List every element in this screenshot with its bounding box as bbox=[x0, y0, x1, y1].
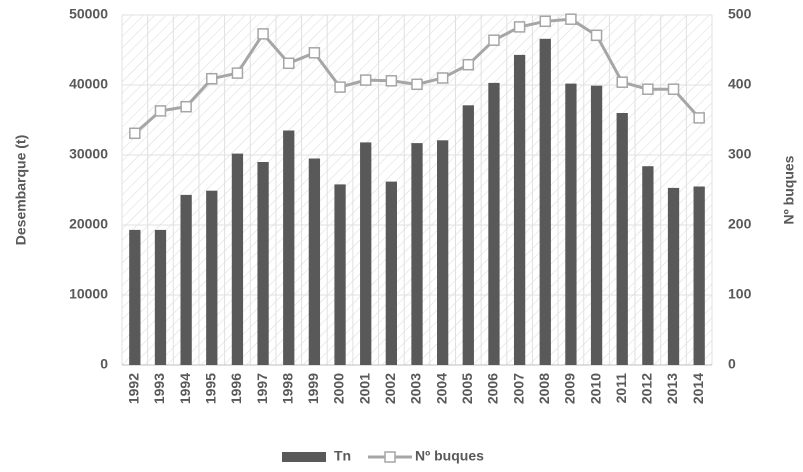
bar bbox=[154, 229, 167, 365]
x-tick-label: 1993 bbox=[151, 373, 167, 404]
line-marker bbox=[308, 47, 321, 59]
bar bbox=[283, 130, 295, 365]
y-tick-label: 50000 bbox=[69, 6, 108, 22]
line-marker bbox=[462, 58, 475, 71]
x-tick-label: 1994 bbox=[177, 373, 193, 404]
line-marker bbox=[488, 34, 500, 46]
x-tick-label: 2000 bbox=[331, 373, 347, 404]
x-tick-label: 2014 bbox=[690, 373, 706, 404]
line-marker bbox=[359, 74, 372, 86]
x-tick-label: 1996 bbox=[228, 373, 244, 404]
bar bbox=[360, 142, 372, 365]
x-tick-label: 2002 bbox=[382, 373, 398, 404]
y-axis-label: Desembarque (t) bbox=[13, 135, 29, 245]
bar bbox=[231, 153, 244, 365]
x-tick-label: 2003 bbox=[408, 373, 424, 404]
line-marker bbox=[436, 72, 449, 84]
x-tick-label: 2012 bbox=[639, 373, 655, 404]
x-tick-label: 1995 bbox=[202, 373, 218, 404]
line-marker bbox=[154, 105, 167, 117]
x-tick-label: 1998 bbox=[279, 373, 295, 404]
y-tick-label: 20000 bbox=[69, 216, 108, 232]
y2-tick-label: 200 bbox=[728, 216, 752, 232]
y-tick-label: 30000 bbox=[69, 146, 108, 162]
x-tick-label: 1992 bbox=[126, 373, 142, 404]
legend-swatch bbox=[384, 451, 396, 463]
y-tick-label: 0 bbox=[100, 356, 108, 372]
x-tick-label: 2010 bbox=[587, 373, 603, 404]
bar bbox=[590, 85, 603, 365]
bar bbox=[129, 229, 141, 365]
line-marker bbox=[565, 13, 577, 25]
line-marker bbox=[590, 29, 603, 42]
x-tick-label: 2013 bbox=[664, 373, 680, 404]
y2-axis-label: Nº buques bbox=[781, 155, 797, 224]
line-marker bbox=[642, 83, 654, 95]
x-tick-label: 2001 bbox=[356, 373, 372, 404]
y2-tick-label: 0 bbox=[728, 356, 736, 372]
bar bbox=[513, 54, 526, 366]
bar bbox=[667, 187, 680, 365]
x-tick-label: 2011 bbox=[613, 373, 629, 404]
bar bbox=[334, 184, 346, 365]
legend-label: Nº buques bbox=[415, 448, 484, 464]
x-tick-label: 1997 bbox=[254, 373, 270, 404]
line-marker bbox=[206, 72, 218, 85]
x-tick-label: 2004 bbox=[433, 373, 449, 404]
legend-swatch bbox=[282, 452, 326, 462]
bar bbox=[642, 166, 654, 365]
line-marker bbox=[385, 75, 398, 87]
bar bbox=[565, 83, 577, 365]
x-tick-label: 2006 bbox=[485, 373, 501, 404]
bar bbox=[411, 143, 423, 365]
line-marker bbox=[129, 127, 141, 140]
legend-label: Tn bbox=[334, 448, 351, 464]
bar bbox=[206, 190, 218, 365]
bar bbox=[539, 38, 551, 366]
line-marker bbox=[257, 28, 269, 40]
line-marker bbox=[334, 81, 346, 93]
line-marker bbox=[667, 83, 680, 95]
bar bbox=[488, 82, 500, 366]
y-tick-label: 40000 bbox=[69, 76, 108, 92]
line-marker bbox=[411, 78, 423, 91]
bar bbox=[308, 158, 321, 365]
bar bbox=[180, 194, 192, 365]
bar bbox=[385, 181, 397, 365]
line-marker bbox=[693, 112, 705, 124]
line-marker bbox=[513, 21, 526, 33]
line-marker bbox=[180, 100, 192, 113]
y-tick-label: 10000 bbox=[69, 286, 108, 302]
y2-tick-label: 500 bbox=[728, 6, 752, 22]
x-tick-label: 1999 bbox=[305, 373, 321, 404]
bar bbox=[437, 140, 449, 365]
x-tick-label: 2005 bbox=[459, 373, 475, 404]
x-tick-label: 2009 bbox=[562, 373, 578, 404]
bar bbox=[257, 162, 269, 365]
bar bbox=[462, 105, 474, 366]
line-marker bbox=[539, 15, 552, 28]
line-marker bbox=[616, 76, 628, 88]
x-tick-label: 2008 bbox=[536, 373, 552, 404]
line-marker bbox=[282, 57, 295, 70]
y2-tick-label: 300 bbox=[728, 146, 752, 162]
line-marker bbox=[231, 67, 244, 79]
y2-tick-label: 100 bbox=[728, 286, 752, 302]
x-tick-label: 2007 bbox=[510, 373, 526, 404]
bar bbox=[693, 186, 705, 365]
bar bbox=[616, 113, 628, 365]
y2-tick-label: 400 bbox=[728, 76, 752, 92]
